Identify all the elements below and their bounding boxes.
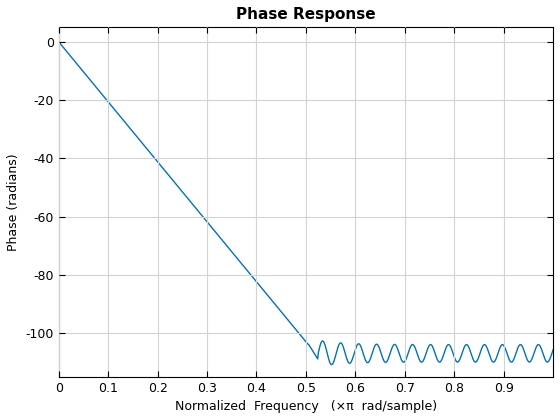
Y-axis label: Phase (radians): Phase (radians) bbox=[7, 153, 20, 251]
X-axis label: Normalized  Frequency   (×π  rad/sample): Normalized Frequency (×π rad/sample) bbox=[175, 400, 437, 413]
Title: Phase Response: Phase Response bbox=[236, 7, 376, 22]
